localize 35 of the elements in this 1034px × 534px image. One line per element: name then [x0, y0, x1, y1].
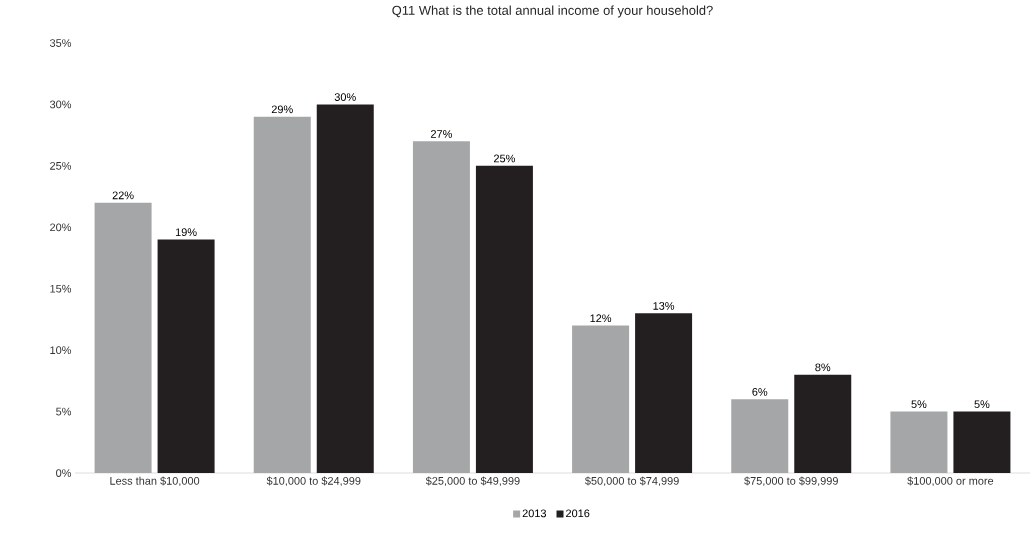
data-label: 6% [752, 388, 768, 396]
data-label: 22% [112, 191, 134, 200]
data-label: 19% [175, 228, 197, 237]
x-tick-label: $75,000 to $99,999 [744, 476, 838, 487]
y-tick-label: 20% [50, 223, 72, 232]
x-tick-label: $10,000 to $24,999 [266, 476, 361, 487]
data-label: 5% [911, 400, 927, 409]
bar [794, 374, 852, 473]
x-tick-label: $25,000 to $49,999 [425, 476, 520, 487]
data-label: 30% [334, 93, 356, 101]
x-tick-label: Less than $10,000 [110, 476, 200, 487]
bar [475, 165, 533, 473]
data-label: 8% [815, 363, 831, 372]
y-tick-label: 35% [49, 39, 72, 47]
x-tick-label: $100,000 or more [907, 476, 994, 487]
legend-label: 2016 [566, 509, 590, 518]
y-tick-label: 15% [50, 284, 72, 293]
data-label: 29% [271, 105, 293, 114]
y-tick-label: 25% [50, 161, 72, 170]
y-tick-label: 5% [56, 407, 72, 416]
data-label: 5% [974, 400, 990, 409]
bar [635, 313, 693, 473]
y-tick-label: 10% [50, 346, 72, 355]
legend-label: 2013 [522, 509, 547, 518]
bar [157, 239, 215, 473]
y-tick-label: 0% [56, 469, 72, 477]
chart-title: Q11 What is the total annual income of your household? [392, 5, 713, 18]
data-label: 27% [431, 130, 452, 138]
data-label: 13% [653, 302, 675, 310]
data-label: 12% [590, 314, 612, 323]
y-tick-label: 30% [49, 100, 72, 109]
bar [953, 411, 1011, 473]
bar [316, 104, 374, 473]
x-tick-label: $50,000 to $74,999 [584, 476, 679, 487]
data-label: 25% [494, 154, 515, 163]
